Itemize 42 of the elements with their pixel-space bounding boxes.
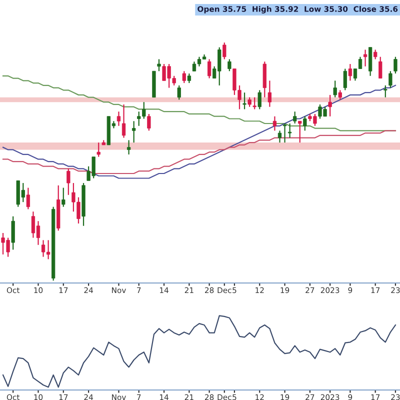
candlestick [116,111,121,126]
candlestick [258,90,262,110]
candlestick [242,92,246,110]
candlestick [368,46,372,76]
candlestick [96,142,100,158]
candlestick [303,116,307,132]
candlestick [268,80,272,108]
candlestick [363,49,368,67]
candlestick [282,122,287,144]
candlestick [62,187,66,208]
candlestick [26,187,30,210]
candlestick [222,42,226,60]
candlestick [328,94,332,117]
candlestick [122,104,126,138]
candlestick [177,84,181,100]
candlestick [11,216,15,250]
candlestick [338,90,342,100]
candlestick [147,113,151,132]
candlestick [228,58,232,72]
candlestick [207,58,212,79]
candlestick [343,68,347,91]
candlestick [252,96,256,110]
candlestick [66,168,70,196]
candlestick [388,70,392,88]
candlestick [248,96,252,108]
candlestick [378,56,382,79]
candlestick [374,49,378,60]
candlestick [272,116,277,132]
candlestick [394,56,398,74]
candlestick [126,140,131,156]
candlestick [384,84,388,98]
candlestick [157,58,161,72]
candlestick [132,120,136,144]
candlestick [293,111,297,124]
candlestick [288,122,292,138]
candlestick [278,130,282,144]
candlestick [182,70,186,84]
candlestick [348,63,352,82]
candlestick [187,72,191,84]
candlestick [262,61,266,98]
candlestick [298,120,302,144]
candlestick [333,80,337,98]
